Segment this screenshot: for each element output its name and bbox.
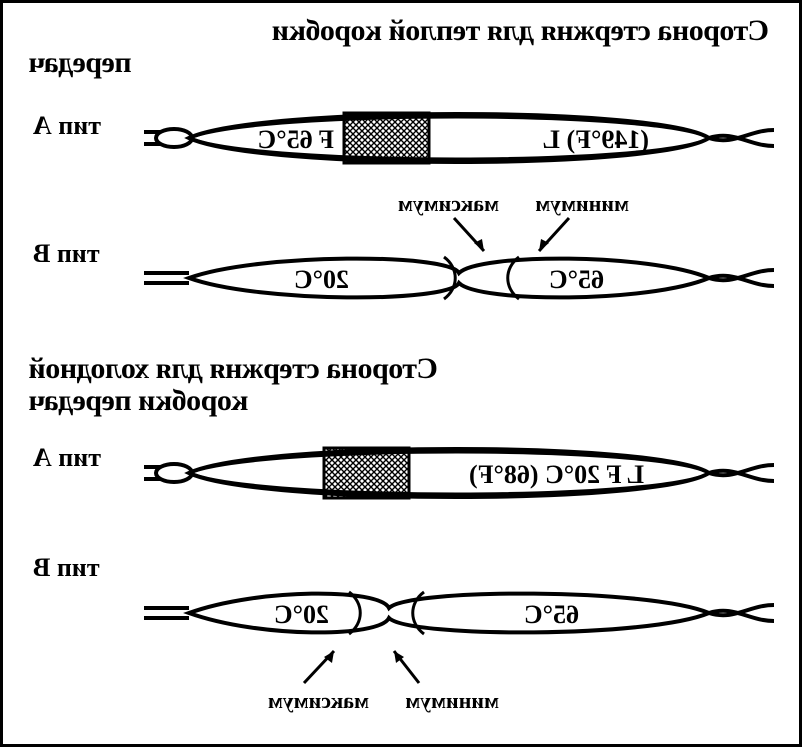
heading-warm: Сторона стержня для теплой коробки перед… [29, 15, 769, 78]
rod-warm-b: 65°C 20°C [139, 243, 779, 313]
type-label-cold-a: тип A [33, 443, 101, 473]
svg-text:20°C: 20°C [294, 265, 349, 294]
heading-cold: Сторона стержня для холодной коробки пер… [29, 353, 679, 416]
heading-warm-line2: передач [29, 47, 769, 79]
rod-cold-a: L F 20°C (68°F) [139, 433, 779, 513]
type-label-cold-b: тип B [33, 553, 100, 583]
svg-text:L F 20°C (68°F): L F 20°C (68°F) [469, 460, 644, 489]
heading-cold-line1: Сторона стержня для холодной [29, 352, 438, 385]
type-label-warm-b: тип B [33, 239, 100, 269]
rod-cold-b: 65°C 20°C [139, 578, 779, 648]
rod-warm-a: (149°F) L F 65°C [139, 98, 779, 178]
label-maximum-cold: максимум [268, 688, 369, 714]
svg-text:(149°F) L: (149°F) L [543, 125, 649, 154]
type-label-warm-a: тип A [33, 111, 101, 141]
label-minimum-cold: минимум [405, 688, 499, 714]
arrows-cold [169, 643, 469, 693]
svg-text:65°C: 65°C [549, 265, 604, 294]
mirrored-content: Сторона стержня для теплой коробки перед… [3, 3, 799, 744]
heading-warm-line1: Сторона стержня для теплой коробки [272, 14, 769, 47]
svg-text:F 65°C: F 65°C [257, 125, 334, 154]
svg-text:65°C: 65°C [524, 600, 579, 629]
heading-cold-line2: коробки передач [29, 384, 248, 417]
svg-text:20°C: 20°C [274, 600, 329, 629]
diagram-canvas: Сторона стержня для теплой коробки перед… [0, 0, 802, 747]
